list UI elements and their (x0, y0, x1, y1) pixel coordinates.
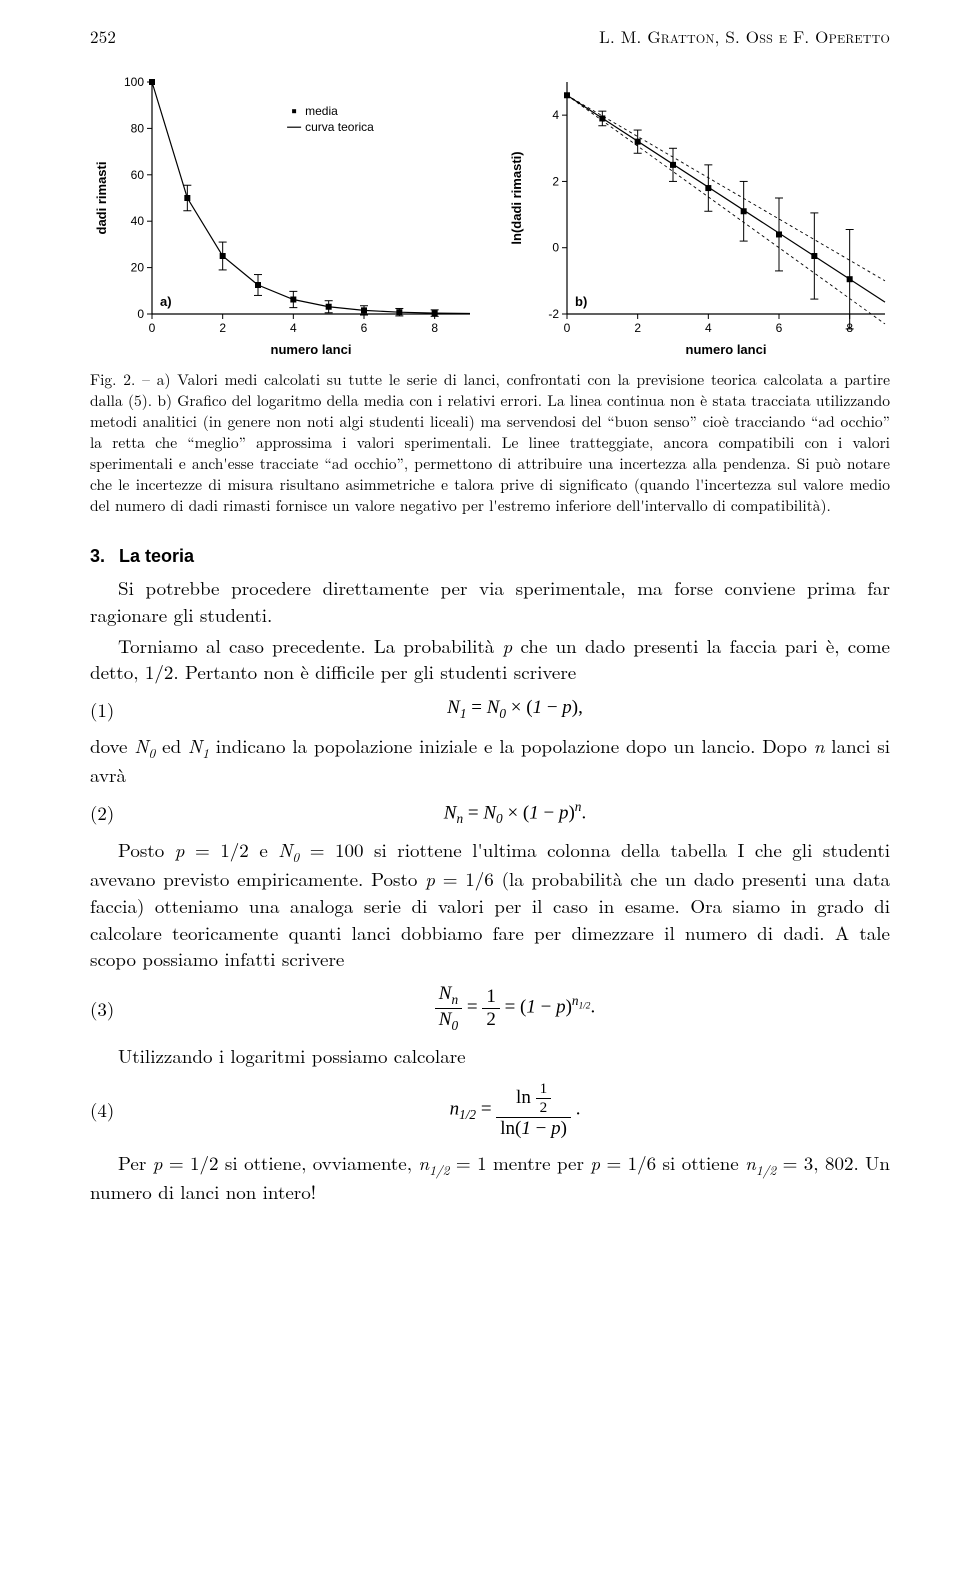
text: mentre per (487, 1149, 591, 1176)
paragraph-1: Si potrebbe procedere direttamente per v… (90, 575, 890, 628)
paragraph-6: Per p = 1/2 si ottiene, ovviamente, n1/2… (90, 1150, 890, 1206)
equation-2: (2) Nn = N0 × (1 − p)n. (90, 799, 890, 827)
paragraph-3: dove N0 ed N1 indicano la popolazione in… (90, 733, 890, 789)
svg-text:40: 40 (131, 214, 145, 228)
eq-label: (3) (90, 995, 140, 1022)
text: dove (90, 732, 134, 759)
page-number: 252 (90, 24, 116, 48)
text: Per (118, 1149, 153, 1176)
eq-label: (4) (90, 1096, 140, 1123)
caption-body: a) Valori medi calcolati su tutte le ser… (90, 369, 890, 516)
text: si ottiene (656, 1149, 745, 1176)
equation-4: (4) n1/2 = ln 12 ln(1 − p) . (90, 1080, 890, 1140)
figure-2: 02468020406080100numero lancidadi rimast… (90, 72, 890, 362)
svg-text:4: 4 (705, 321, 712, 335)
paragraph-2: Torniamo al caso precedente. La probabil… (90, 633, 890, 686)
svg-text:6: 6 (361, 321, 368, 335)
paragraph-5: Utilizzando i logaritmi possiamo calcola… (90, 1043, 890, 1070)
svg-text:80: 80 (131, 121, 145, 135)
eq-label: (1) (90, 696, 140, 723)
text: ed (155, 732, 188, 759)
running-head-authors: L. M. Gratton, S. Oss e F. Operetto (599, 24, 890, 48)
svg-text:0: 0 (137, 307, 144, 321)
text: si ottiene, ovviamente, (219, 1149, 419, 1176)
eq-label: (2) (90, 799, 140, 826)
page: 252 L. M. Gratton, S. Oss e F. Operetto … (0, 0, 960, 1572)
text: indicano la popolazione iniziale e la po… (209, 732, 814, 759)
svg-text:8: 8 (431, 321, 438, 335)
section-title: La teoria (119, 546, 194, 566)
svg-text:20: 20 (131, 261, 145, 275)
section-number: 3. (90, 546, 105, 566)
svg-text:4: 4 (290, 321, 297, 335)
equation-1: (1) N1 = N0 × (1 − p), (90, 696, 890, 723)
figure-2-caption: Fig. 2. – a) Valori medi calcolati su tu… (90, 370, 890, 516)
text: Posto (118, 836, 175, 863)
svg-text:media: media (305, 104, 338, 118)
equation-3: (3) NnN0 = 12 = (1 − p)n1/2. (90, 983, 890, 1034)
svg-text:0: 0 (564, 321, 571, 335)
eq-body: n1/2 = ln 12 ln(1 − p) . (140, 1080, 890, 1140)
svg-text:a): a) (160, 294, 172, 309)
eq-body: NnN0 = 12 = (1 − p)n1/2. (140, 983, 890, 1034)
svg-text:100: 100 (124, 75, 144, 89)
section-heading: 3. La teoria (90, 546, 890, 567)
svg-text:dadi rimasti: dadi rimasti (94, 162, 109, 235)
svg-text:60: 60 (131, 168, 145, 182)
svg-text:2: 2 (219, 321, 226, 335)
svg-text:curva teorica: curva teorica (305, 120, 374, 134)
caption-prefix: Fig. 2. – (90, 369, 157, 390)
svg-text:-2: -2 (548, 307, 559, 321)
svg-text:ln(dadi rimasti): ln(dadi rimasti) (509, 151, 524, 244)
eq-body: Nn = N0 × (1 − p)n. (140, 799, 890, 827)
figure-2-panel-a: 02468020406080100numero lancidadi rimast… (90, 72, 475, 362)
svg-text:2: 2 (634, 321, 641, 335)
paragraph-4: Posto p = 1/2 e N0 = 100 si riottene l'u… (90, 837, 890, 973)
text: e (249, 836, 278, 863)
running-head: 252 L. M. Gratton, S. Oss e F. Operetto (90, 24, 890, 48)
figure-2-panel-b: 02468-2024numero lanciln(dadi rimasti)b) (505, 72, 890, 362)
svg-text:2: 2 (552, 174, 559, 188)
svg-text:b): b) (575, 294, 587, 309)
svg-text:4: 4 (552, 108, 559, 122)
svg-text:6: 6 (776, 321, 783, 335)
eq-body: N1 = N0 × (1 − p), (140, 697, 890, 722)
svg-text:numero lanci: numero lanci (686, 342, 767, 357)
text: Torniamo al caso precedente. La probabil… (118, 632, 503, 659)
svg-text:numero lanci: numero lanci (271, 342, 352, 357)
svg-text:0: 0 (149, 321, 156, 335)
svg-text:0: 0 (552, 241, 559, 255)
